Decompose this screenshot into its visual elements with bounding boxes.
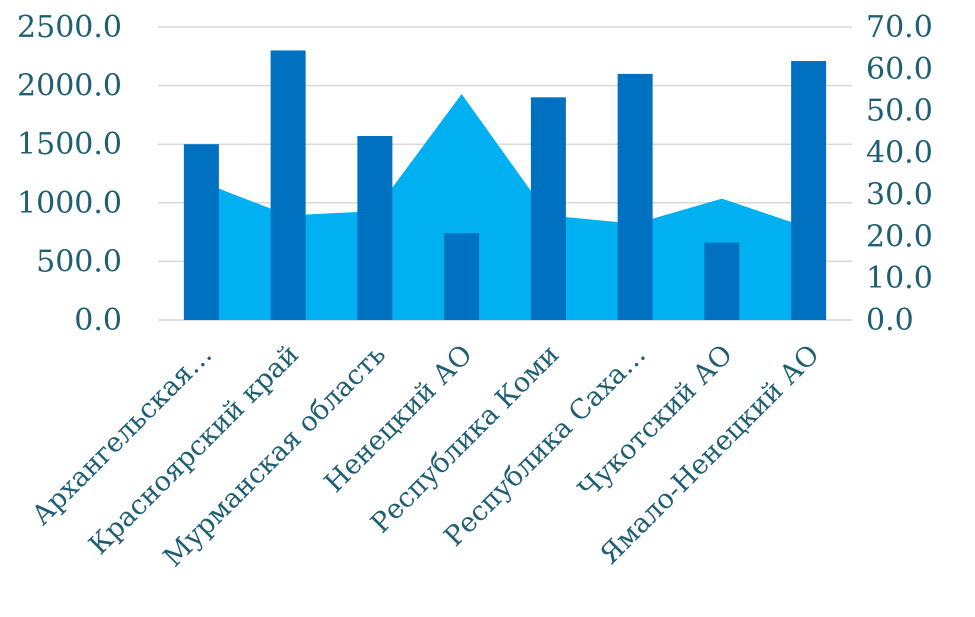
left-axis-tick-label: 2500.0	[17, 10, 122, 45]
bar	[791, 60, 827, 320]
left-axis-tick-label: 500.0	[36, 244, 122, 279]
right-axis-tick-label: 20.0	[866, 219, 933, 254]
left-axis-tick-label: 0.0	[74, 303, 122, 338]
left-axis-tick-label: 2000.0	[17, 69, 122, 104]
bar	[444, 233, 480, 320]
right-axis-ticks: 0.0 10.0 20.0 30.0 40.0 50.0 60.0 70.0	[866, 10, 933, 338]
category-labels: Архангельская…Красноярский крайМурманска…	[26, 339, 826, 573]
right-axis-tick-label: 70.0	[866, 10, 933, 45]
right-axis-tick-label: 30.0	[866, 177, 933, 212]
right-axis-tick-label: 60.0	[866, 52, 933, 87]
right-axis-tick-label: 50.0	[866, 94, 933, 129]
bar	[270, 50, 306, 320]
bar	[530, 97, 566, 320]
bar	[357, 135, 393, 320]
left-axis-tick-label: 1000.0	[17, 186, 122, 221]
left-axis-tick-label: 1500.0	[17, 127, 122, 162]
area-series	[201, 93, 809, 320]
left-axis-ticks: 0.0 500.0 1000.0 1500.0 2000.0 2500.0	[17, 10, 122, 338]
area-series-shape	[201, 93, 809, 320]
bar	[183, 144, 219, 320]
category-label: Чукотский АО	[573, 339, 739, 505]
right-axis-tick-label: 0.0	[866, 303, 914, 338]
bar	[617, 73, 653, 320]
bar-series	[183, 50, 827, 320]
right-axis-tick-label: 40.0	[866, 136, 933, 171]
bar	[704, 242, 740, 320]
right-axis-tick-label: 10.0	[866, 261, 933, 296]
category-label: Ненецкий АО	[319, 339, 479, 499]
